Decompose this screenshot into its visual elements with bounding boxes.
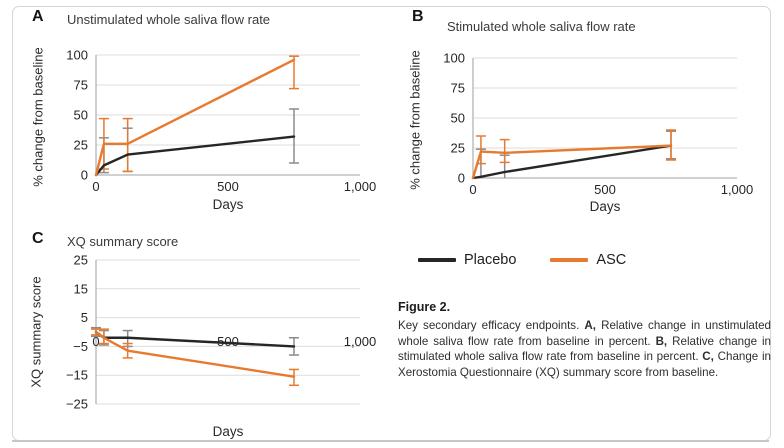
legend-label-asc: ASC [596,252,627,268]
plot-area-a: 0 25 50 75 100 0 500 1,000 [66,48,377,195]
caption-body: Key secondary efficacy endpoints. A, Rel… [398,318,771,380]
y-tick-label: 75 [451,81,465,96]
series-line-placebo [94,135,296,177]
y-axis-label-c: XQ summary score [28,276,44,388]
y-tick-label: 100 [66,48,88,63]
x-tick-label: 500 [217,179,239,194]
x-tick-label: 1,000 [721,182,754,197]
caption-run: A, [584,319,596,332]
caption-run: Key secondary efficacy endpoints. [398,319,585,332]
caption-run: Relative change in stimulated whole sali… [398,334,772,364]
series-line-placebo [471,144,673,180]
x-axis-label-a: Days [212,197,244,212]
y-tick-label: 25 [74,138,88,153]
y-tick-label: 50 [74,108,88,123]
chart-title-a: Unstimulated whole saliva flow rate [67,12,271,27]
x-tick-label: 0 [92,334,99,349]
y-tick-label: −25 [66,397,88,412]
figure-caption: Figure 2. Key secondary efficacy endpoin… [398,300,771,380]
panel-label-a: A [32,8,44,25]
chart-title-c: XQ summary score [67,234,179,249]
figure-bottom-rule [12,440,769,442]
y-axis-label-b: % change from baseline [407,50,423,190]
legend-label-placebo: Placebo [464,252,517,268]
panel-label-c: C [32,230,44,247]
y-tick-label: −5 [73,339,88,354]
legend-item-placebo: Placebo [418,252,516,268]
series-line-asc [471,144,673,180]
plot-area-b: 0 25 50 75 100 0 500 1,000 [443,51,754,198]
series-line-asc [94,58,296,177]
caption-run: Relative change in unstimulated whole sa… [398,319,771,348]
y-tick-label: 0 [458,171,465,186]
placebo-line-swatch [418,258,456,262]
y-tick-label: 25 [74,253,88,268]
y-tick-label: 75 [74,78,88,93]
y-tick-label: 5 [81,310,88,325]
x-axis-label-b: Days [589,199,621,214]
x-tick-label: 0 [469,182,476,197]
caption-run: C, [702,350,714,364]
y-axis-label-a: % change from baseline [30,47,46,187]
legend-item-asc: ASC [550,252,626,268]
x-axis-label-c: Days [212,424,244,439]
y-tick-label: 15 [74,281,88,296]
chart-title-b: Stimulated whole saliva flow rate [447,19,636,34]
y-tick-label: 0 [81,168,88,183]
x-tick-label: 500 [594,182,616,197]
y-tick-label: 100 [443,51,465,66]
caption-title: Figure 2. [398,300,451,314]
panel-label-b: B [412,8,424,25]
legend: Placebo ASC [418,252,626,268]
asc-line-swatch [550,258,589,262]
x-tick-label: 1,000 [344,179,377,194]
y-tick-label: −15 [66,368,88,383]
caption-run: B, [655,334,668,348]
plot-area-c: 25 15 5 −5 −15 −25 0 500 1,000 [66,253,377,412]
x-tick-label: 1,000 [344,334,377,349]
y-tick-label: 25 [451,141,465,156]
series-line-asc [94,330,296,378]
x-tick-label: 0 [92,179,99,194]
y-tick-label: 50 [451,111,465,126]
x-tick-label: 500 [217,334,239,349]
caption-run: Change in Xerostomia Questionnaire (XQ) … [398,350,771,379]
